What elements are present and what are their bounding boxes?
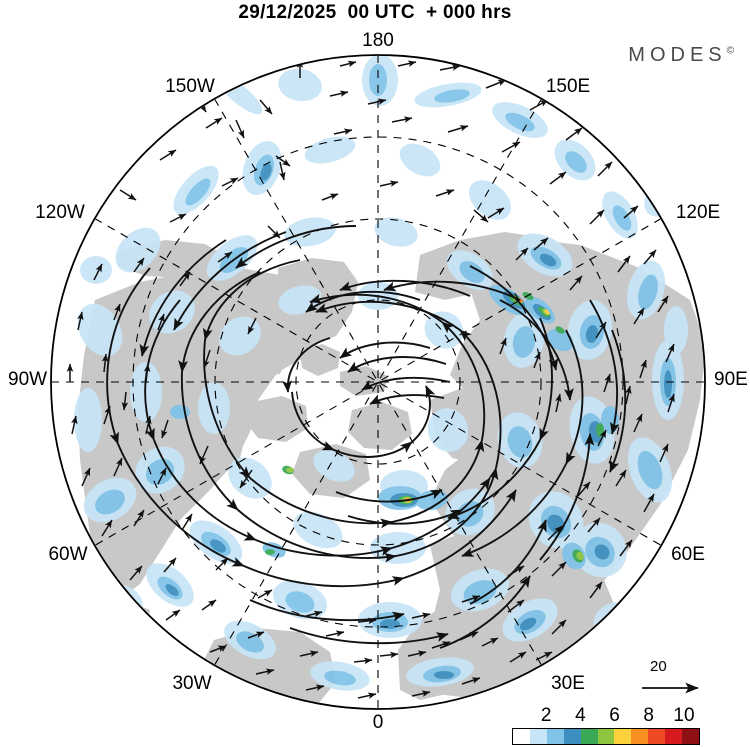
colorbar-segment-0 [513,729,530,744]
wind-vector-layer [66,59,675,708]
colorbar-segment-10 [682,729,699,744]
streamline-layer [106,225,627,649]
lon-label-90w: 90W [8,369,48,390]
vector-scale-legend: 20 [640,658,720,702]
lon-label-30e: 30E [551,673,585,694]
colorbar-tick-2: 2 [540,705,552,726]
colorbar-segment-1 [529,729,547,744]
colorbar-segment-5 [597,729,615,744]
vector-scale-arrow-icon [642,682,699,694]
colorbar-segment-4 [580,729,598,744]
copyright-icon: © [726,45,734,57]
map-outline [50,54,706,710]
lon-label-90e: 90E [714,369,748,390]
lon-label-150e: 150E [545,76,591,97]
modes-logo: MODES© [628,44,734,67]
lon-label-120w: 120W [35,202,85,223]
lon-label-0: 0 [372,712,384,733]
colorbar-tick-8: 8 [643,705,654,726]
lon-label-120e: 120E [675,202,721,223]
lon-label-150w: 150W [165,76,215,97]
page-title: 29/12/2025 00 UTC + 000 hrs [238,2,512,23]
logo-text: MODES [628,44,727,66]
vector-scale-value: 20 [650,658,667,675]
colorbar-tick-10: 10 [673,705,695,726]
colorbar-tick-labels: 2 4 6 8 10 [512,705,700,727]
colorbar [512,728,700,745]
colorbar-segment-3 [563,729,581,744]
lon-label-60w: 60W [48,544,88,565]
colorbar-tick-4: 4 [575,705,586,726]
lon-label-180: 180 [362,30,394,51]
colorbar-segment-7 [631,729,649,744]
colorbar-segment-8 [648,729,666,744]
lon-label-30w: 30W [172,673,212,694]
graticule-layer [52,56,704,708]
lon-label-60e: 60E [671,544,705,565]
colorbar-segment-2 [546,729,564,744]
colorbar-segment-9 [665,729,683,744]
colorbar-segment-6 [614,729,632,744]
colorbar-tick-6: 6 [609,705,620,726]
